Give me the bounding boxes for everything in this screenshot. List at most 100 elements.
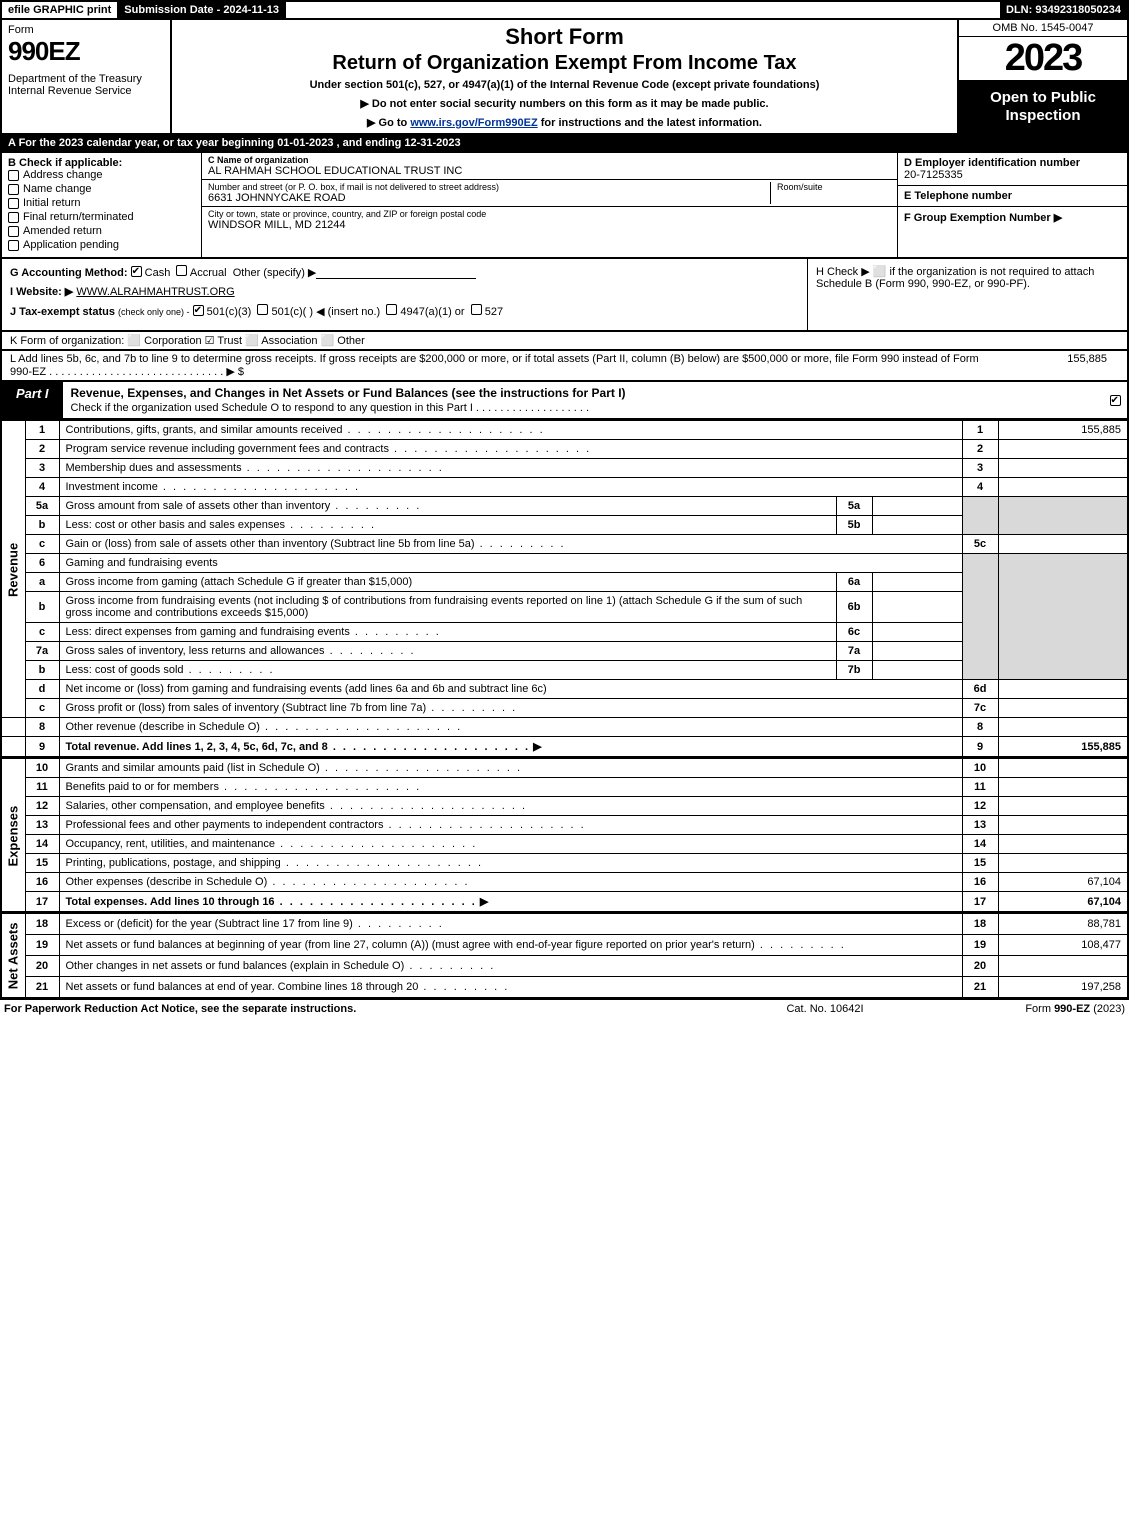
lbl-527: 527 xyxy=(485,306,503,318)
l21-text: Net assets or fund balances at end of ye… xyxy=(66,981,510,993)
l6b-subamt xyxy=(872,592,962,623)
chk-initial-return[interactable] xyxy=(8,198,19,209)
instr-1: ▶ Do not enter social security numbers o… xyxy=(180,97,949,110)
l6a-num: a xyxy=(25,573,59,592)
chk-application-pending[interactable] xyxy=(8,240,19,251)
row-l-amount: 155,885 xyxy=(999,353,1119,378)
l6d-num: d xyxy=(25,680,59,699)
chk-name-change[interactable] xyxy=(8,184,19,195)
l10-amt xyxy=(998,759,1128,778)
lbl-cash: Cash xyxy=(145,267,171,279)
l17-col: 17 xyxy=(962,892,998,913)
ein-value: 20-7125335 xyxy=(904,169,1121,181)
l12-num: 12 xyxy=(25,797,59,816)
section-def: D Employer identification number 20-7125… xyxy=(897,153,1127,257)
l5a-sc: 5a xyxy=(836,497,872,516)
l19-amt: 108,477 xyxy=(998,934,1128,955)
l19-num: 19 xyxy=(25,934,59,955)
l11-num: 11 xyxy=(25,778,59,797)
l12-col: 12 xyxy=(962,797,998,816)
omb-number: OMB No. 1545-0047 xyxy=(959,20,1127,37)
form-number: 990EZ xyxy=(8,36,164,67)
header-center: Short Form Return of Organization Exempt… xyxy=(172,20,957,133)
l19-col: 19 xyxy=(962,934,998,955)
city-value: WINDSOR MILL, MD 21244 xyxy=(208,219,891,231)
l7a-subamt xyxy=(872,642,962,661)
chk-final-return[interactable] xyxy=(8,212,19,223)
part1-tab: Part I xyxy=(2,382,63,418)
l9-amt: 155,885 xyxy=(998,737,1128,758)
chk-501c3[interactable] xyxy=(193,305,204,316)
l17-amt: 67,104 xyxy=(998,892,1128,913)
l15-amt xyxy=(998,854,1128,873)
l5a-text: Gross amount from sale of assets other t… xyxy=(66,500,422,512)
i-label: I Website: ▶ xyxy=(10,286,73,298)
l20-col: 20 xyxy=(962,955,998,976)
website-value[interactable]: WWW.ALRAHMAHTRUST.ORG xyxy=(76,286,234,298)
l7b-num: b xyxy=(25,661,59,680)
l1-amt: 155,885 xyxy=(998,421,1128,440)
l11-text: Benefits paid to or for members xyxy=(66,781,422,793)
submission-date: Submission Date - 2024-11-13 xyxy=(118,2,286,18)
l21-amt: 197,258 xyxy=(998,976,1128,998)
l5b-num: b xyxy=(25,516,59,535)
group-exemption-label: F Group Exemption Number ▶ xyxy=(904,211,1121,224)
lbl-address-change: Address change xyxy=(23,169,103,181)
dept-label: Department of the Treasury Internal Reve… xyxy=(8,73,164,97)
l4-col: 4 xyxy=(962,478,998,497)
chk-501c[interactable] xyxy=(257,304,268,315)
footer-mid: Cat. No. 10642I xyxy=(725,1003,925,1015)
l20-amt xyxy=(998,955,1128,976)
l6b-num: b xyxy=(25,592,59,623)
l16-amt: 67,104 xyxy=(998,873,1128,892)
l14-text: Occupancy, rent, utilities, and maintena… xyxy=(66,838,478,850)
lbl-501c: 501(c)( ) ◀ (insert no.) xyxy=(271,306,380,318)
l13-text: Professional fees and other payments to … xyxy=(66,819,586,831)
phone-label: E Telephone number xyxy=(904,190,1121,202)
footer-left: For Paperwork Reduction Act Notice, see … xyxy=(4,1003,725,1015)
l4-text: Investment income xyxy=(66,481,361,493)
part1-sub: Check if the organization used Schedule … xyxy=(71,402,590,414)
chk-accrual[interactable] xyxy=(176,265,187,276)
section-c: C Name of organization AL RAHMAH SCHOOL … xyxy=(202,153,897,257)
l6a-text: Gross income from gaming (attach Schedul… xyxy=(59,573,836,592)
row-l-text: L Add lines 5b, 6c, and 7b to line 9 to … xyxy=(10,353,999,378)
chk-address-change[interactable] xyxy=(8,170,19,181)
chk-amended-return[interactable] xyxy=(8,226,19,237)
l7b-text: Less: cost of goods sold xyxy=(66,664,275,676)
other-specify-line xyxy=(316,278,476,279)
l17-text: Total expenses. Add lines 10 through 16 xyxy=(66,896,477,908)
lbl-other: Other (specify) ▶ xyxy=(233,267,317,279)
org-name: AL RAHMAH SCHOOL EDUCATIONAL TRUST INC xyxy=(208,165,891,177)
lbl-amended-return: Amended return xyxy=(23,225,102,237)
l12-amt xyxy=(998,797,1128,816)
irs-link[interactable]: www.irs.gov/Form990EZ xyxy=(410,117,537,129)
l2-amt xyxy=(998,440,1128,459)
side-blank2 xyxy=(1,737,25,758)
l12-text: Salaries, other compensation, and employ… xyxy=(66,800,528,812)
expenses-table: Expenses 10 Grants and similar amounts p… xyxy=(0,758,1129,913)
org-name-label: C Name of organization xyxy=(208,155,891,165)
l2-num: 2 xyxy=(25,440,59,459)
l10-text: Grants and similar amounts paid (list in… xyxy=(66,762,523,774)
l1-col: 1 xyxy=(962,421,998,440)
efile-label: efile GRAPHIC print xyxy=(2,2,118,18)
chk-527[interactable] xyxy=(471,304,482,315)
part1-title: Revenue, Expenses, and Changes in Net As… xyxy=(63,382,1103,418)
dln-label: DLN: 93492318050234 xyxy=(1000,2,1127,18)
chk-schedule-o[interactable] xyxy=(1110,395,1121,406)
top-bar: efile GRAPHIC print Submission Date - 20… xyxy=(0,0,1129,20)
chk-cash[interactable] xyxy=(131,266,142,277)
l6b-sc: 6b xyxy=(836,592,872,623)
gh-block: G Accounting Method: Cash Accrual Other … xyxy=(0,259,1129,332)
l21-col: 21 xyxy=(962,976,998,998)
l14-amt xyxy=(998,835,1128,854)
l5c-text: Gain or (loss) from sale of assets other… xyxy=(66,538,566,550)
info-block: B Check if applicable: Address change Na… xyxy=(0,153,1129,259)
l18-col: 18 xyxy=(962,914,998,935)
side-expenses: Expenses xyxy=(1,759,25,913)
lbl-application-pending: Application pending xyxy=(23,239,119,251)
chk-4947[interactable] xyxy=(386,304,397,315)
l5c-amt xyxy=(998,535,1128,554)
l5a-subamt xyxy=(872,497,962,516)
